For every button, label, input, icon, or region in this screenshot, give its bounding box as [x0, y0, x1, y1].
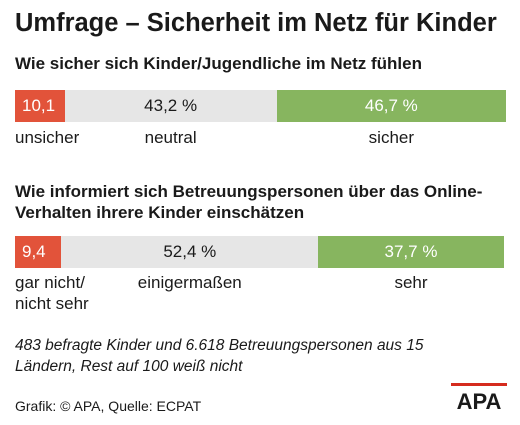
chart1-category-label-3: sicher	[368, 128, 415, 147]
chart2-category-label-3: sehr	[394, 273, 428, 292]
chart2-subtitle-text: Wie informiert sich Betreuungspersonen ü…	[15, 182, 483, 222]
footnote: 483 befragte Kinder und 6.618 Betreuungs…	[15, 337, 424, 375]
chart2-value-label-1: 9,4	[22, 242, 46, 261]
apa-logo: APA	[451, 383, 507, 411]
chart2-bar-segment-3: 37,7 %	[318, 236, 504, 268]
chart2-category-label-2: einigermaßen	[137, 273, 242, 292]
chart2-value-label-2: 52,4 %	[163, 242, 217, 261]
chart2-value-label-3: 37,7 %	[384, 242, 438, 261]
chart1-value-label-1: 10,1	[22, 96, 56, 115]
chart-title: Umfrage – Sicherheit im Netz für Kinder	[15, 9, 497, 37]
chart1-bar-segment-3: 46,7 %	[276, 90, 506, 122]
chart2-bar-segment-2: 52,4 %	[61, 236, 319, 268]
chart1-subtitle: Wie sicher sich Kinder/Jugendliche im Ne…	[15, 54, 422, 73]
chart1-value-label-3: 46,7 %	[364, 96, 418, 115]
apa-logo-bar	[451, 383, 507, 386]
chart1-category-label-1: unsicher	[15, 128, 80, 147]
chart2-subtitle: Wie informiert sich Betreuungspersonen ü…	[15, 181, 505, 223]
chart1-value-label-2: 43,2 %	[144, 96, 198, 115]
chart1-stacked-bar: 10,1 43,2 % 46,7 %	[15, 90, 506, 122]
source-credit: Grafik: © APA, Quelle: ECPAT	[15, 398, 202, 414]
apa-logo-text: APA	[457, 389, 502, 411]
chart2-category-label-1: gar nicht/ nicht sehr	[15, 273, 89, 313]
chart2-stacked-bar: 9,4 52,4 % 37,7 %	[15, 236, 506, 268]
chart1-bar-segment-1: 10,1	[15, 90, 65, 122]
chart1-bar-segment-2: 43,2 %	[64, 90, 277, 122]
chart1-category-label-2: neutral	[144, 128, 197, 147]
chart2-bar-segment-1: 9,4	[15, 236, 62, 268]
